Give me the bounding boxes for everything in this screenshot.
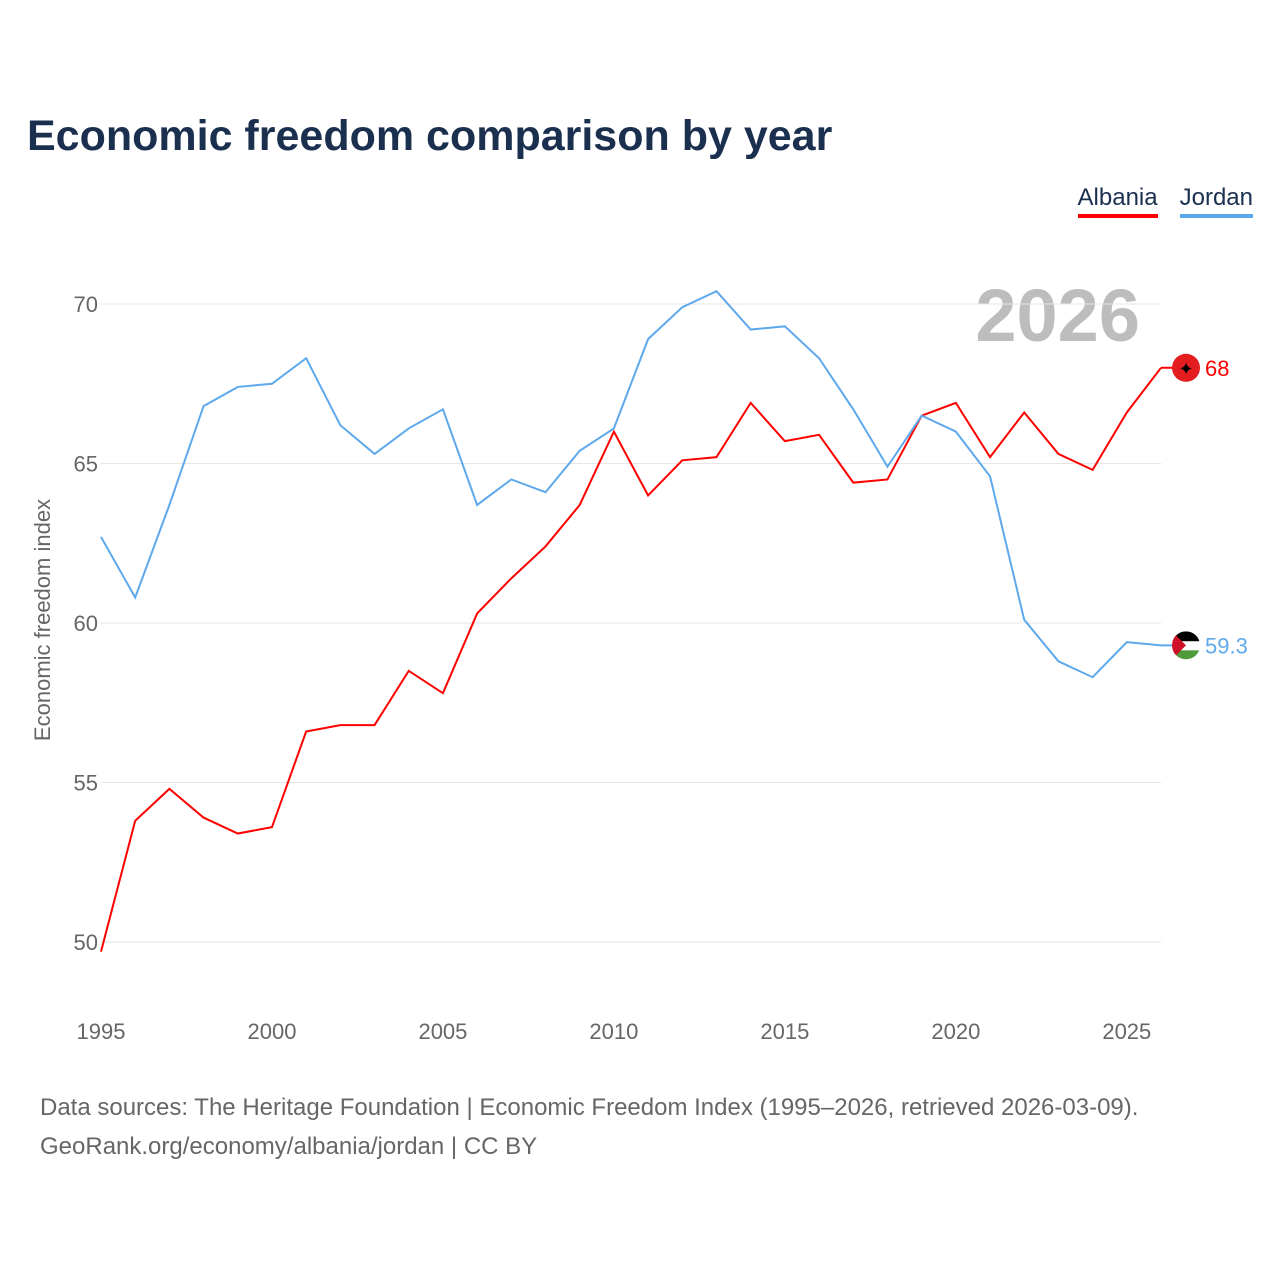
source-line-2[interactable]: GeoRank.org/economy/albania/jordan | CC … [40,1133,538,1160]
end-value-label: 59.3 [1205,633,1248,658]
source-note: Data sources: The Heritage Foundation | … [40,1088,1138,1166]
legend: Albania Jordan [1077,184,1253,218]
y-tick-label: 65 [74,452,98,477]
series-line-albania [100,367,1162,952]
x-tick-label: 2020 [931,1019,980,1044]
x-tick-label: 2005 [418,1019,467,1044]
y-tick-label: 50 [74,930,98,955]
y-axis-label: Economic freedom index [30,499,55,741]
x-tick-label: 2000 [247,1019,296,1044]
source-line-1: Data sources: The Heritage Foundation | … [40,1094,1139,1121]
eagle-icon: ✦ [1178,359,1193,379]
x-tick-label: 2025 [1102,1019,1151,1044]
x-tick-label: 1995 [77,1019,126,1044]
year-watermark: 2026 [975,274,1140,357]
end-value-label: 68 [1205,356,1229,381]
y-tick-label: 60 [74,611,98,636]
x-tick-label: 2010 [589,1019,638,1044]
legend-albania[interactable]: Albania [1077,184,1158,218]
chart-title: Economic freedom comparison by year [27,112,833,160]
albania-flag-icon [1172,353,1200,382]
y-tick-label: 70 [74,292,98,317]
jordan-flag-icon [1172,631,1200,660]
series-line-jordan [100,290,1162,679]
legend-jordan[interactable]: Jordan [1179,184,1253,218]
y-tick-label: 55 [74,771,98,796]
x-tick-label: 2015 [760,1019,809,1044]
